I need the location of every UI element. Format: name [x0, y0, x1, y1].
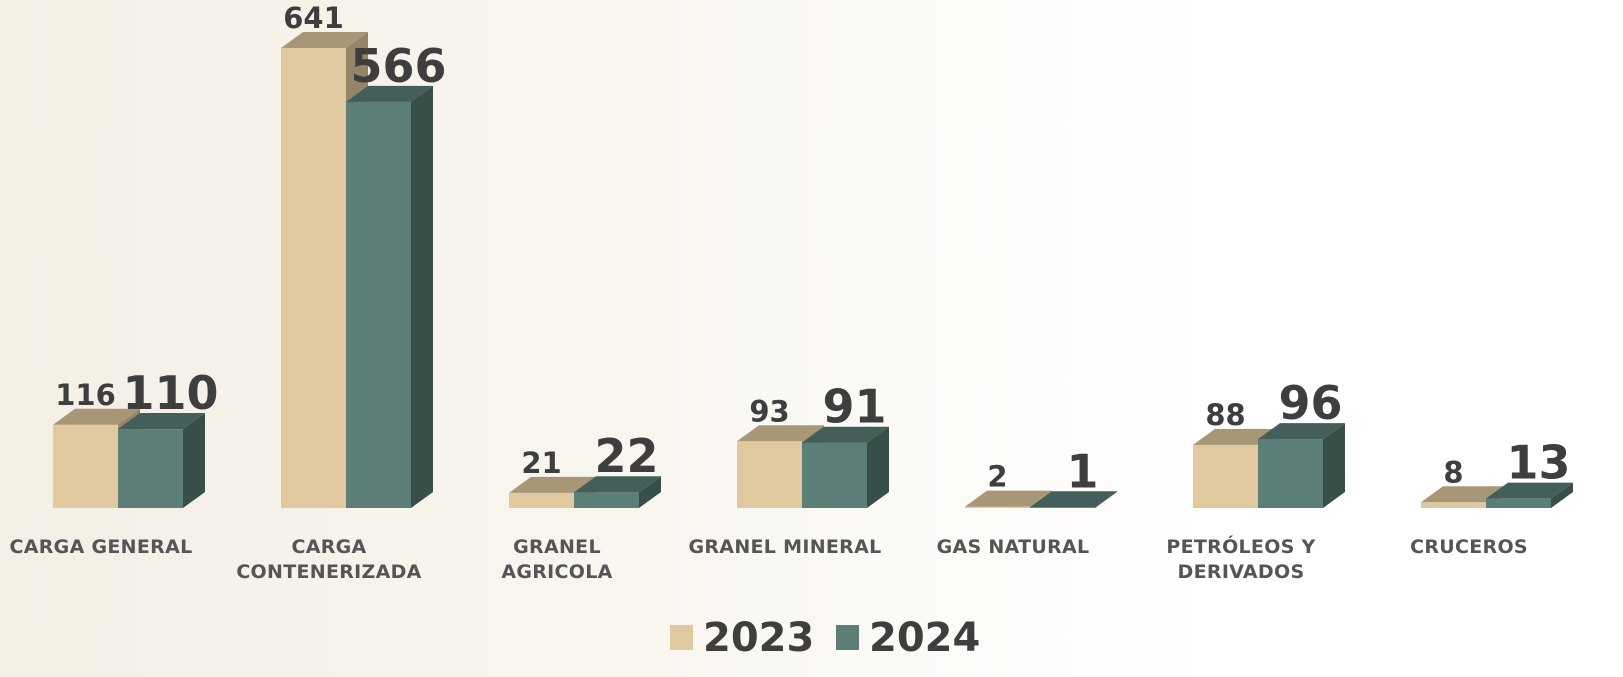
bar — [1486, 482, 1573, 508]
value-label: 1 — [1066, 444, 1098, 498]
value-label: 110 — [122, 366, 218, 420]
bar-top — [802, 426, 889, 443]
bar-side — [183, 413, 205, 508]
category-label: GRANEL AGRICOLA — [501, 536, 613, 583]
bar-side — [639, 476, 661, 508]
category-label: CRUCEROS — [1410, 536, 1528, 558]
value-label: 116 — [55, 378, 116, 412]
bar-side — [1095, 491, 1117, 508]
bar-front — [346, 101, 411, 509]
value-label: 8 — [1443, 455, 1463, 489]
legend-label: 2023 — [703, 615, 814, 661]
bar-side — [867, 426, 889, 508]
bar-front — [509, 492, 574, 508]
category-label: CARGA GENERAL — [9, 536, 193, 558]
category-label: PETRÓLEOS Y DERIVADOS — [1166, 536, 1316, 583]
value-label: 13 — [1506, 436, 1570, 490]
bar-front — [1258, 439, 1323, 508]
bar-top — [1421, 486, 1508, 503]
bar-top — [965, 490, 1052, 507]
bar-front — [118, 429, 183, 508]
bar-front — [1193, 444, 1258, 508]
value-label: 2 — [987, 460, 1007, 494]
bar-top — [509, 476, 596, 493]
bar-top — [346, 85, 433, 102]
value-label: 21 — [521, 446, 561, 480]
category-label: CARGA CONTENERIZADA — [236, 536, 422, 583]
bar-front — [1030, 507, 1095, 508]
bar-side — [1551, 482, 1573, 508]
bar-top — [737, 425, 824, 442]
bar-top — [53, 408, 140, 425]
bar-front — [965, 506, 1030, 508]
category-label: GAS NATURAL — [936, 536, 1090, 558]
bar-front — [1421, 502, 1486, 508]
bar — [1258, 423, 1345, 508]
bar-front — [1486, 498, 1551, 508]
value-label: 22 — [594, 429, 658, 483]
value-label: 566 — [350, 39, 446, 93]
bar-top — [118, 413, 205, 430]
legend-swatch — [836, 625, 859, 650]
category-label: GRANEL MINERAL — [688, 536, 882, 558]
bar-front — [737, 441, 802, 508]
bar-top — [1258, 423, 1345, 440]
value-label: 88 — [1205, 398, 1245, 432]
bar — [346, 85, 433, 509]
bar-front — [281, 48, 346, 508]
bar-top — [1486, 482, 1573, 499]
bar-front — [53, 424, 118, 508]
bar-front — [802, 442, 867, 508]
bar-side — [411, 85, 433, 509]
bar — [574, 476, 661, 508]
bar — [1030, 491, 1117, 508]
bar-top — [1030, 491, 1117, 508]
legend-label: 2024 — [869, 615, 980, 661]
legend-swatch — [670, 625, 693, 650]
value-label: 91 — [822, 380, 886, 434]
bar — [118, 413, 205, 508]
bar-side — [1323, 423, 1345, 508]
bar — [802, 426, 889, 508]
value-label: 641 — [283, 1, 344, 35]
value-label: 93 — [749, 394, 789, 428]
bar-top — [574, 476, 661, 493]
value-label: 96 — [1278, 376, 1342, 430]
bar-top — [281, 32, 368, 48]
bar-front — [574, 492, 639, 508]
